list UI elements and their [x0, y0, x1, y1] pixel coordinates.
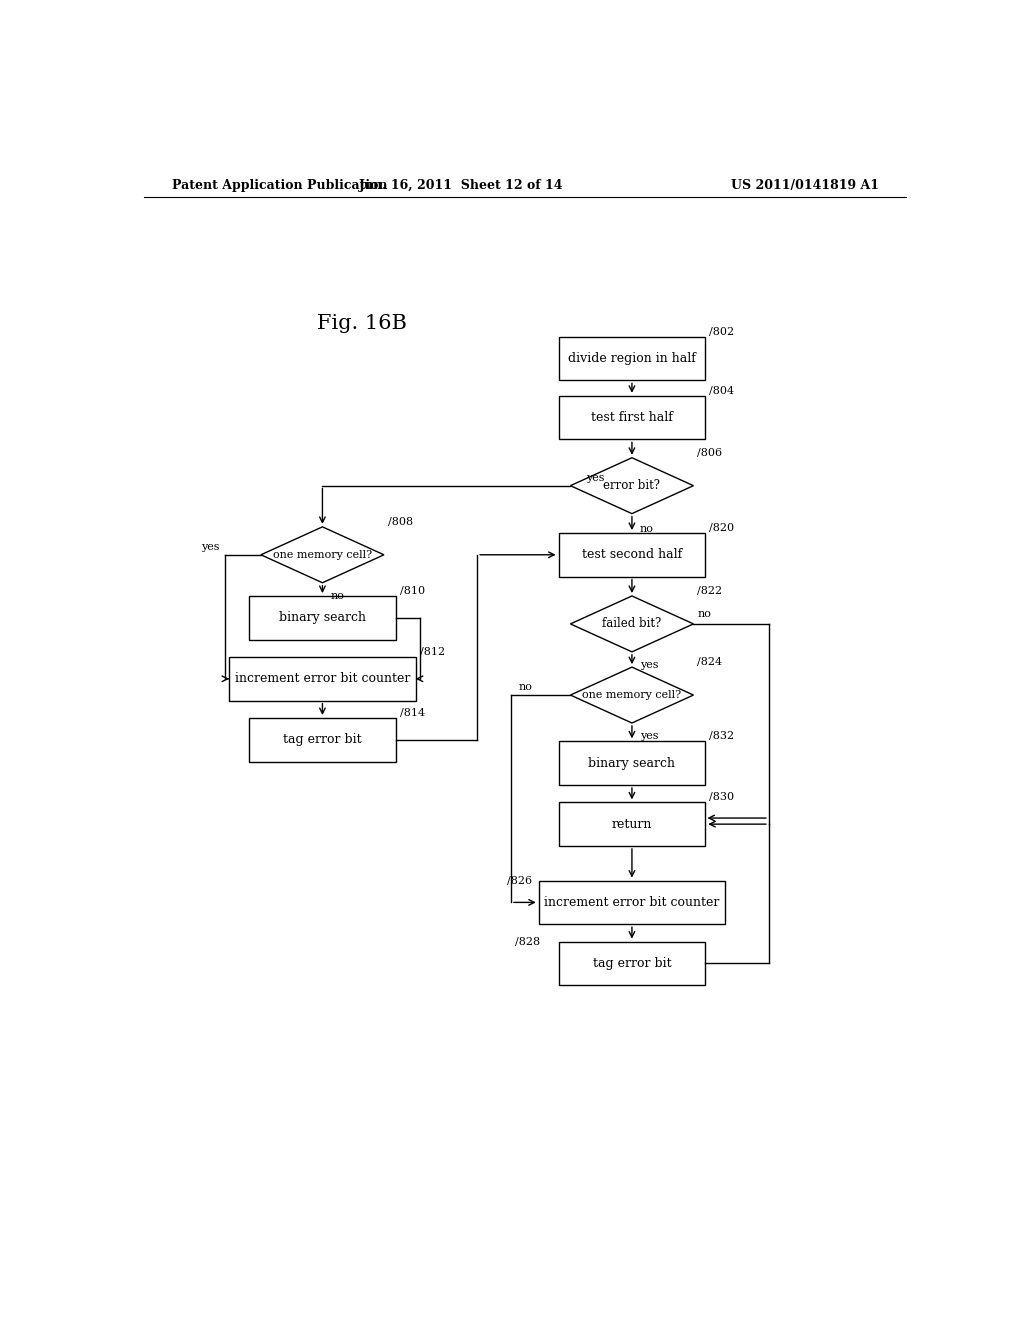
Text: failed bit?: failed bit?	[602, 618, 662, 631]
FancyBboxPatch shape	[558, 533, 706, 577]
Text: ∕824: ∕824	[697, 657, 723, 667]
Text: no: no	[519, 682, 532, 692]
Text: ∕820: ∕820	[710, 523, 734, 533]
FancyBboxPatch shape	[558, 337, 706, 380]
Text: one memory cell?: one memory cell?	[272, 550, 372, 560]
Text: ∕806: ∕806	[697, 447, 723, 458]
Text: no: no	[640, 524, 653, 533]
Text: tag error bit: tag error bit	[283, 734, 361, 746]
FancyBboxPatch shape	[558, 941, 706, 985]
Text: yes: yes	[202, 541, 220, 552]
Text: increment error bit counter: increment error bit counter	[234, 672, 411, 685]
Polygon shape	[570, 458, 693, 513]
Text: yes: yes	[587, 473, 605, 483]
Text: ∕832: ∕832	[710, 731, 734, 742]
Text: test second half: test second half	[582, 548, 682, 561]
FancyBboxPatch shape	[249, 595, 396, 640]
FancyBboxPatch shape	[558, 742, 706, 785]
Polygon shape	[261, 527, 384, 582]
Text: return: return	[611, 817, 652, 830]
Text: Fig. 16B: Fig. 16B	[317, 314, 408, 333]
Text: Jun. 16, 2011  Sheet 12 of 14: Jun. 16, 2011 Sheet 12 of 14	[359, 178, 563, 191]
Text: ∕808: ∕808	[388, 517, 413, 527]
Text: ∕822: ∕822	[697, 586, 723, 595]
Text: ∕804: ∕804	[710, 385, 734, 396]
FancyBboxPatch shape	[229, 657, 416, 701]
Text: ∕802: ∕802	[710, 327, 734, 337]
FancyBboxPatch shape	[558, 396, 706, 440]
Text: divide region in half: divide region in half	[568, 352, 696, 366]
FancyBboxPatch shape	[249, 718, 396, 762]
Text: yes: yes	[640, 731, 658, 742]
Text: ∕810: ∕810	[399, 586, 425, 595]
Text: yes: yes	[640, 660, 658, 671]
Text: binary search: binary search	[589, 756, 676, 770]
Text: error bit?: error bit?	[603, 479, 660, 492]
Text: no: no	[331, 591, 344, 601]
Text: ∕826: ∕826	[507, 875, 532, 886]
Text: no: no	[697, 609, 712, 619]
Text: tag error bit: tag error bit	[593, 957, 672, 970]
Polygon shape	[570, 595, 693, 652]
Text: test first half: test first half	[591, 411, 673, 424]
Polygon shape	[570, 667, 693, 723]
Text: binary search: binary search	[279, 611, 366, 624]
Text: ∕828: ∕828	[515, 936, 540, 946]
Text: Patent Application Publication: Patent Application Publication	[172, 178, 387, 191]
Text: one memory cell?: one memory cell?	[583, 690, 682, 700]
FancyBboxPatch shape	[539, 880, 725, 924]
FancyBboxPatch shape	[558, 803, 706, 846]
Text: US 2011/0141819 A1: US 2011/0141819 A1	[731, 178, 880, 191]
Text: ∕812: ∕812	[420, 647, 444, 657]
Text: increment error bit counter: increment error bit counter	[544, 896, 720, 909]
Text: ∕814: ∕814	[399, 708, 425, 718]
Text: ∕830: ∕830	[710, 792, 734, 803]
